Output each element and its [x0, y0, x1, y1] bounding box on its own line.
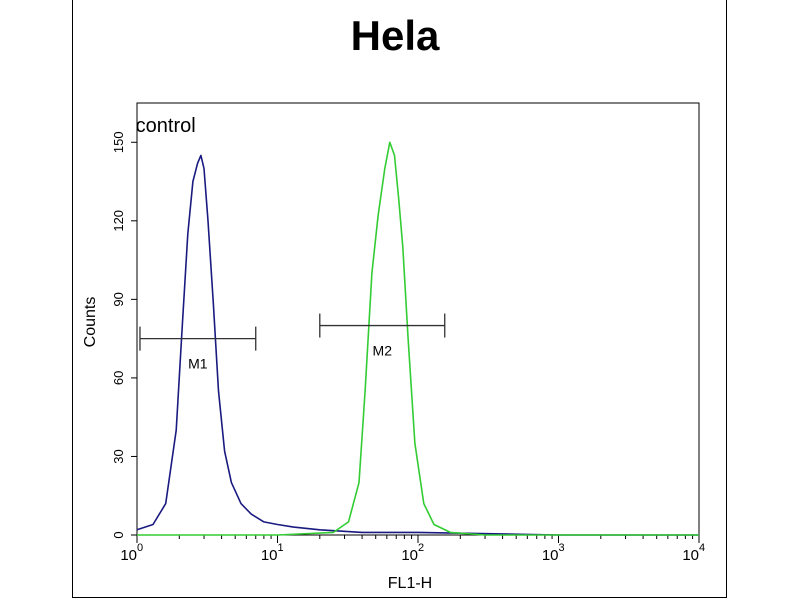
chart-title: Hela — [351, 12, 440, 59]
x-tick-label: 10 — [120, 547, 137, 564]
gate-marker-m2: M2 — [319, 313, 446, 359]
gate-label: M2 — [373, 343, 393, 359]
y-axis: 0 30 60 90 120 150 — [111, 131, 137, 539]
x-tick-label: 10 — [682, 547, 699, 564]
x-tick-exponent: 3 — [559, 542, 565, 554]
x-tick-exponent: 4 — [699, 542, 705, 554]
y-axis-label: Counts — [82, 297, 99, 348]
x-tick-exponent: 2 — [418, 542, 424, 554]
chart-frame — [72, 0, 727, 598]
x-axis: 10 0 10 1 10 2 10 3 10 4 — [120, 535, 705, 564]
x-tick-label: 10 — [542, 547, 559, 564]
y-tick-label: 90 — [111, 292, 126, 306]
gate-marker-m1: M1 — [139, 326, 257, 372]
histogram-curve-1 — [136, 154, 699, 536]
markers-group: M1 M2 — [139, 313, 446, 372]
x-tick-label: 10 — [401, 547, 418, 564]
y-tick-label: 120 — [111, 210, 126, 232]
series-group — [136, 141, 699, 536]
annotations-group: control — [136, 115, 196, 137]
x-axis-label: FL1-H — [388, 575, 432, 592]
x-tick-exponent: 1 — [278, 542, 284, 554]
y-tick-label: 60 — [111, 371, 126, 385]
gate-label: M1 — [188, 356, 208, 372]
y-tick-label: 150 — [111, 131, 126, 153]
x-tick-label: 10 — [261, 547, 278, 564]
plot-area — [136, 102, 700, 536]
y-tick-label: 0 — [111, 531, 126, 538]
histogram-curve-2 — [137, 141, 699, 536]
annotation-label: control — [136, 115, 196, 137]
x-tick-exponent: 0 — [137, 542, 143, 554]
y-tick-label: 30 — [111, 449, 126, 463]
